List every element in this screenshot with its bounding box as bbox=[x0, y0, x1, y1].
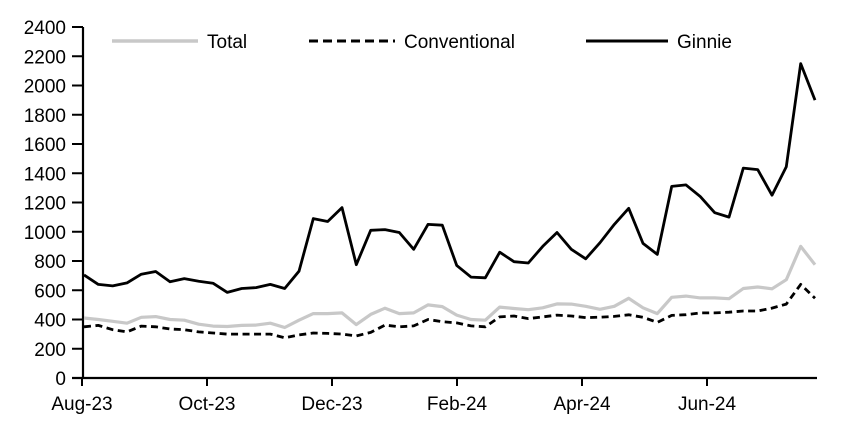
y-tick-label: 400 bbox=[34, 311, 66, 332]
y-tick-label: 2000 bbox=[24, 77, 66, 98]
x-tick-label: Feb-24 bbox=[427, 394, 488, 415]
y-tick-label: 1000 bbox=[24, 223, 66, 244]
x-tick-label: Jun-24 bbox=[678, 394, 737, 415]
y-tick-label: 1800 bbox=[24, 106, 66, 127]
legend-label-total: Total bbox=[207, 32, 247, 53]
legend-label-ginnie: Ginnie bbox=[677, 32, 732, 53]
y-tick-label: 2200 bbox=[24, 47, 66, 68]
y-tick-label: 1400 bbox=[24, 164, 66, 185]
x-tick-label: Apr-24 bbox=[553, 394, 610, 415]
x-tick-label: Aug-23 bbox=[51, 394, 112, 415]
axes bbox=[72, 26, 817, 386]
series-line-ginnie bbox=[83, 62, 817, 294]
x-tick-label: Oct-23 bbox=[178, 394, 235, 415]
series-line-conventional bbox=[83, 282, 816, 340]
y-tick-label: 800 bbox=[34, 252, 66, 273]
y-tick-label: 600 bbox=[34, 281, 66, 302]
y-tick-label: 1600 bbox=[24, 135, 66, 156]
y-tick-label: 2400 bbox=[24, 18, 66, 39]
y-tick-label: 200 bbox=[34, 340, 66, 361]
y-tick-label: 1200 bbox=[24, 194, 66, 215]
x-tick-label: Dec-23 bbox=[301, 394, 362, 415]
series-line-total bbox=[83, 244, 817, 330]
y-tick-label: 0 bbox=[55, 369, 66, 390]
legend-label-conventional: Conventional bbox=[404, 32, 515, 53]
axis-labels: 0 200 400 600 800 1000 1200 1400 1600 1800 2000 220… bbox=[24, 18, 737, 415]
series-lines bbox=[83, 62, 817, 340]
legend: Total Conventional Ginnie bbox=[112, 32, 732, 53]
